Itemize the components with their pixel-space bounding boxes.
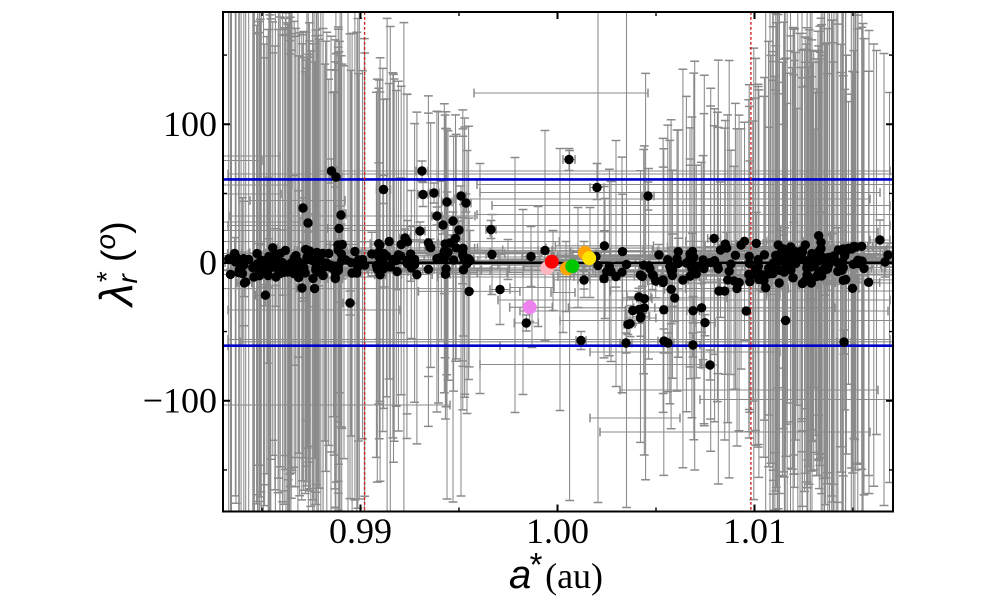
svg-text:0: 0 bbox=[199, 242, 217, 282]
svg-text:1.00: 1.00 bbox=[526, 511, 589, 551]
svg-text:−100: −100 bbox=[143, 381, 217, 421]
svg-text:0.99: 0.99 bbox=[329, 511, 392, 551]
svg-text:a*(au): a* (au) bbox=[509, 546, 603, 597]
svg-text:100: 100 bbox=[163, 104, 217, 144]
svg-text:1.01: 1.01 bbox=[723, 511, 786, 551]
